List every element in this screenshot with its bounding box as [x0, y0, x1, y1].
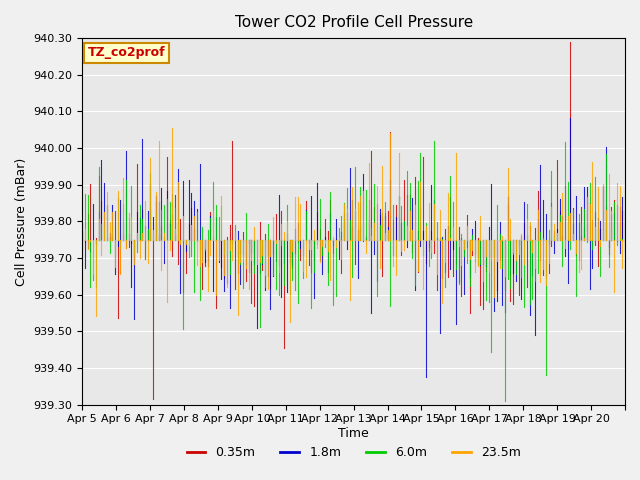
Y-axis label: Cell Pressure (mBar): Cell Pressure (mBar)	[15, 157, 28, 286]
Legend: 0.35m, 1.8m, 6.0m, 23.5m: 0.35m, 1.8m, 6.0m, 23.5m	[182, 442, 525, 465]
Text: TZ_co2prof: TZ_co2prof	[88, 47, 165, 60]
Title: Tower CO2 Profile Cell Pressure: Tower CO2 Profile Cell Pressure	[234, 15, 473, 30]
X-axis label: Time: Time	[339, 427, 369, 440]
